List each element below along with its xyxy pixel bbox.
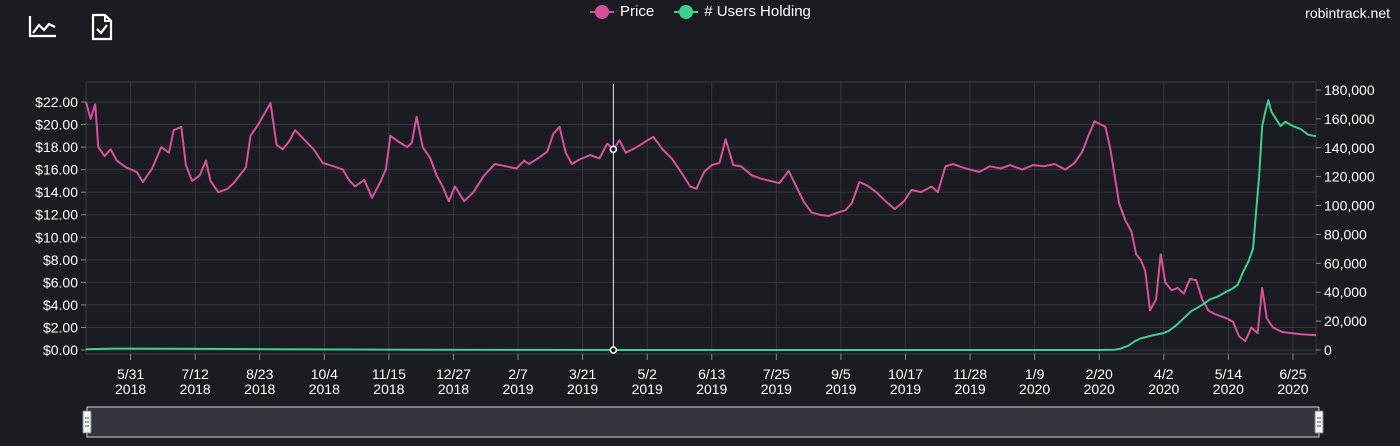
x-tick-label: 10/4 (311, 366, 338, 382)
x-tick-year-label: 2019 (567, 381, 598, 397)
x-tick-year-label: 2019 (890, 381, 921, 397)
y-left-tick-label: $6.00 (43, 274, 78, 290)
y-left-tick-label: $18.00 (35, 139, 78, 155)
x-tick-year-label: 2019 (761, 381, 792, 397)
legend-label-users: # Users Holding (704, 3, 811, 20)
x-tick-year-label: 2018 (373, 381, 404, 397)
x-tick-year-label: 2019 (632, 381, 663, 397)
x-tick-year-label: 2020 (1019, 381, 1050, 397)
chart-series (85, 99, 1317, 351)
x-tick-year-label: 2019 (825, 381, 856, 397)
legend-swatch-users (674, 4, 699, 19)
x-tick-label: 11/15 (372, 366, 406, 382)
x-tick-year-label: 2018 (180, 381, 211, 397)
y-left-tick-label: $8.00 (43, 252, 78, 268)
legend-item-users[interactable]: # Users Holding (674, 3, 811, 20)
y-right-tick-label: 0 (1324, 342, 1332, 358)
x-tick-year-label: 2020 (1277, 381, 1308, 397)
x-tick-label: 8/23 (246, 366, 273, 382)
legend-item-price[interactable]: Price (590, 3, 654, 20)
y-left-tick-label: $16.00 (35, 162, 78, 178)
legend-label-price: Price (620, 3, 655, 20)
document-check-icon[interactable] (91, 13, 113, 41)
x-tick-year-label: 2018 (438, 381, 469, 397)
x-tick-year-label: 2020 (1213, 381, 1244, 397)
y-right-tick-label: 120,000 (1324, 169, 1375, 185)
watermark: robintrack.net (1305, 5, 1390, 21)
x-tick-label: 11/28 (953, 366, 987, 382)
crosshair-point-price (609, 145, 618, 154)
series-line-users (85, 99, 1317, 351)
y-right-tick-label: 160,000 (1324, 111, 1375, 127)
x-tick-year-label: 2018 (115, 381, 146, 397)
plot-frame (85, 81, 1317, 355)
x-tick-label: 12/27 (436, 366, 471, 382)
x-tick-label: 4/2 (1154, 366, 1174, 382)
y-left-tick-label: $0.00 (43, 342, 78, 358)
y-right-tick-label: 80,000 (1324, 226, 1367, 242)
y-right-tick-label: 60,000 (1324, 255, 1367, 271)
x-tick-label: 7/12 (182, 366, 209, 382)
x-tick-label: 6/13 (698, 366, 725, 382)
x-tick-year-label: 2020 (1148, 381, 1179, 397)
y-axis-right: 0 20,000 40,000 60,000 80,000 100,000 120,000 1… (1316, 82, 1375, 358)
x-tick-label: 2/20 (1086, 366, 1113, 382)
x-tick-label: 10/17 (888, 366, 923, 382)
chart-grid (85, 81, 1317, 355)
x-axis: 5/3120187/1220188/23201810/4201811/15201… (115, 354, 1309, 397)
y-right-tick-label: 180,000 (1324, 82, 1375, 98)
line-chart-icon[interactable] (28, 14, 58, 40)
x-tick-label: 3/21 (569, 366, 596, 382)
x-tick-year-label: 2018 (244, 381, 275, 397)
y-right-tick-label: 40,000 (1324, 284, 1367, 300)
x-tick-label: 5/14 (1215, 366, 1242, 382)
x-tick-year-label: 2019 (954, 381, 985, 397)
y-left-tick-label: $20.00 (35, 117, 78, 133)
x-tick-label: 2/7 (508, 366, 528, 382)
x-tick-year-label: 2020 (1084, 381, 1115, 397)
zoom-slider[interactable] (82, 406, 1324, 438)
x-tick-year-label: 2019 (502, 381, 533, 397)
x-tick-label: 9/5 (831, 366, 851, 382)
x-tick-label: 1/9 (1025, 366, 1045, 382)
y-right-tick-label: 20,000 (1324, 313, 1367, 329)
zoom-track (86, 406, 1320, 438)
y-right-tick-label: 100,000 (1324, 198, 1375, 214)
y-left-tick-label: $12.00 (35, 207, 78, 223)
y-right-tick-label: 140,000 (1324, 140, 1375, 156)
legend-dot-price (595, 4, 609, 19)
crosshair (609, 84, 618, 354)
x-tick-year-label: 2019 (696, 381, 727, 397)
crosshair-point-users (609, 346, 618, 354)
y-axis-left: $0.00 $2.00 $4.00 $6.00 $8.00 $10.00 $12.00 $14… (35, 94, 86, 358)
legend-dot-users (679, 4, 694, 19)
y-left-tick-label: $10.00 (35, 229, 78, 245)
series-line-price (85, 101, 1317, 342)
x-tick-label: 7/25 (763, 366, 790, 382)
x-tick-year-label: 2018 (309, 381, 340, 397)
legend-swatch-price (590, 4, 614, 19)
y-left-tick-label: $4.00 (43, 297, 78, 313)
x-tick-label: 6/25 (1279, 366, 1306, 382)
x-tick-label: 5/31 (117, 366, 144, 382)
chart-legend: Price # Users Holding (590, 3, 811, 20)
y-left-tick-label: $2.00 (43, 319, 78, 335)
y-left-tick-label: $22.00 (35, 94, 78, 110)
x-tick-label: 5/2 (637, 366, 657, 382)
y-left-tick-label: $14.00 (35, 184, 78, 200)
